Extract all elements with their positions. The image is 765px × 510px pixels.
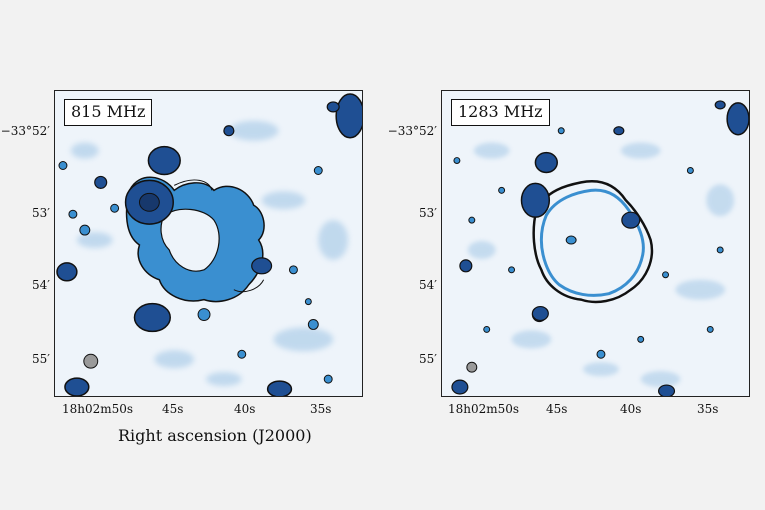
frequency-label: 815 MHz bbox=[64, 99, 153, 126]
x-tick-label: 18h02m50s bbox=[62, 402, 134, 416]
x-tick-label: 35s bbox=[310, 402, 332, 416]
y-tick-label: 54′ bbox=[419, 278, 437, 292]
image-panel-1283mhz: 1283 MHz bbox=[441, 90, 750, 397]
faint-sources bbox=[453, 127, 724, 359]
x-tick-label: 45s bbox=[546, 402, 568, 416]
beam-ellipse bbox=[83, 353, 99, 369]
image-panel-815mhz: 815 MHz bbox=[54, 90, 363, 397]
shell-emission bbox=[124, 176, 265, 303]
y-tick-label: 53′ bbox=[32, 206, 50, 220]
x-tick-label: 35s bbox=[697, 402, 719, 416]
y-tick-label: −33°52′ bbox=[387, 124, 437, 138]
y-tick-label: −33°52′ bbox=[0, 124, 50, 138]
x-axis-label: Right ascension (J2000) bbox=[118, 426, 312, 445]
x-tick-label: 45s bbox=[162, 402, 184, 416]
radio-map-815mhz bbox=[56, 93, 362, 396]
frequency-label: 1283 MHz bbox=[451, 99, 550, 126]
shell-emission bbox=[520, 180, 654, 323]
x-tick-label: 18h02m50s bbox=[448, 402, 520, 416]
compact-sources bbox=[451, 100, 749, 396]
background-noise bbox=[467, 142, 735, 388]
faint-sources bbox=[58, 161, 333, 384]
y-tick-label: 54′ bbox=[32, 278, 50, 292]
radio-map-1283mhz bbox=[451, 100, 749, 396]
background-noise bbox=[70, 120, 349, 387]
y-tick-label: 55′ bbox=[32, 352, 50, 366]
x-tick-label: 40s bbox=[234, 402, 256, 416]
compact-sources bbox=[56, 93, 362, 396]
y-tick-label: 53′ bbox=[419, 206, 437, 220]
beam-ellipse bbox=[466, 361, 478, 373]
x-tick-label: 40s bbox=[620, 402, 642, 416]
y-tick-label: 55′ bbox=[419, 352, 437, 366]
